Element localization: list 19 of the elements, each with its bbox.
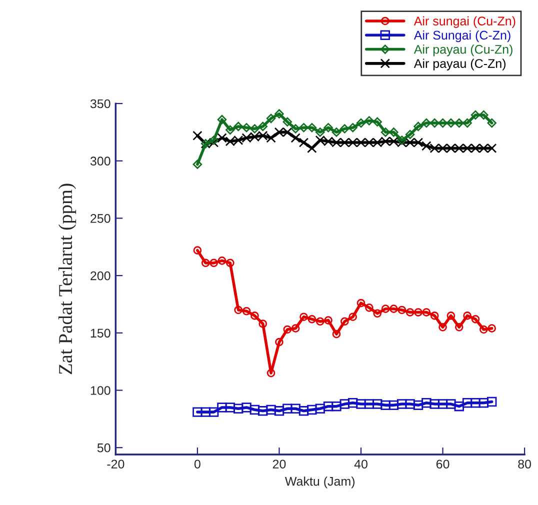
x-tick-label: 40 (354, 460, 368, 469)
y-tick-label: 200 (90, 271, 110, 280)
y-tick-label: 50 (97, 443, 110, 452)
y-tick-label: 250 (90, 214, 110, 223)
legend-label: Air payau (Cu-Zn) (414, 44, 512, 56)
x-tick-label: -20 (107, 460, 124, 469)
y-tick-label: 100 (90, 386, 110, 395)
y-tick-label: 300 (90, 156, 110, 166)
x-tick-label: 80 (518, 460, 532, 469)
legend-label: Air sungai (Cu-Zn) (414, 16, 516, 28)
y-tick-label: 350 (90, 99, 110, 108)
y-tick-label: 150 (90, 328, 110, 338)
legend-label: Air payau (C-Zn) (414, 58, 506, 70)
x-tick-label: 0 (194, 460, 200, 469)
x-tick-label: 60 (436, 460, 450, 469)
y-axis-title: Zat Padat Terlarut (ppm) (58, 184, 76, 374)
x-axis-title: Waktu (Jam) (284, 476, 355, 488)
legend-label: Air Sungai (C-Zn) (414, 30, 510, 42)
x-tick-label: 20 (272, 460, 286, 469)
